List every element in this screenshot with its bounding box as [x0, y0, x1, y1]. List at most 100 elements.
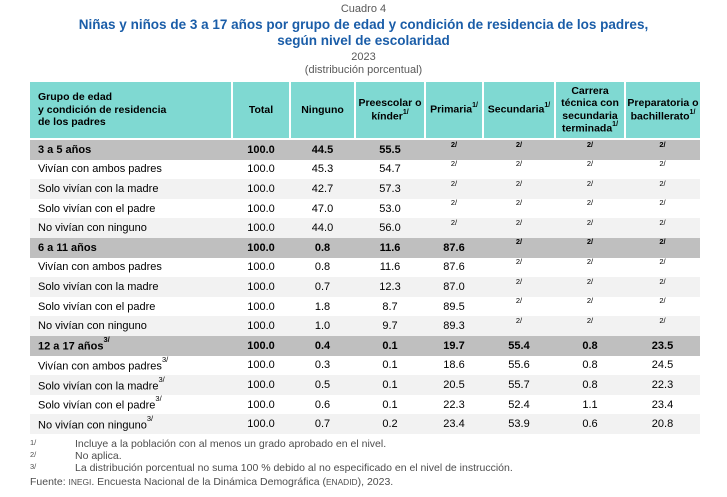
header-row: Grupo de edad y condición de residencia … — [30, 82, 700, 141]
value-cell: 87.0 — [425, 277, 483, 297]
value-cell: 47.0 — [311, 202, 334, 215]
not-applicable-ref: 2/ — [586, 237, 594, 247]
value-cell: 20.5 — [425, 375, 483, 395]
value-cell: 0.8 — [290, 238, 355, 258]
value-cell: 9.7 — [355, 316, 425, 336]
row-label: 6 a 11 años — [30, 238, 232, 258]
column-header: Preescolar o kínder1/ — [355, 82, 426, 141]
source-inegi: INEGI — [68, 476, 92, 487]
value-cell: 0.1 — [382, 398, 398, 411]
value-cell: 2/ — [483, 316, 555, 336]
footnote-ref: 1/ — [402, 108, 409, 116]
not-applicable-ref: 2/ — [586, 257, 594, 267]
value-cell: 2/ — [625, 296, 700, 317]
source-line: Fuente: INEGI. Encuesta Nacional de la D… — [30, 476, 727, 489]
value-cell: 0.7 — [290, 277, 355, 297]
value-cell: 0.1 — [355, 335, 425, 356]
value-cell: 22.3 — [443, 398, 465, 411]
data-row: No vivían con ninguno 100.0 1.0 9.7 89.3 2/2/… — [30, 316, 700, 336]
value-cell: 2/ — [425, 179, 483, 199]
footnote-text: Incluye a la población con al menos un g… — [75, 437, 387, 450]
title-block: Cuadro 4 Niñas y niños de 3 a 17 años po… — [0, 0, 727, 76]
value-cell: 2/ — [555, 257, 625, 278]
column-header: Preparatoria o bachillerato1/ — [625, 82, 700, 141]
value-cell: 2/ — [483, 159, 555, 180]
group-row: 3 a 5 años 100.0 44.5 55.5 2/2/2/2/ — [30, 139, 700, 160]
column-header: Ninguno — [290, 82, 356, 141]
row-label: Solo vivían con la madre — [30, 277, 232, 297]
value-cell: 2/ — [483, 237, 555, 258]
row-label: Vivían con ambos padres — [38, 163, 162, 176]
not-applicable-ref: 2/ — [659, 276, 666, 286]
value-cell: 2/ — [555, 277, 625, 297]
row-label: 12 a 17 años3/ — [30, 335, 232, 356]
footnote: 2/ No aplica. — [30, 450, 727, 462]
not-applicable-ref: 2/ — [515, 217, 523, 227]
not-applicable-ref: 2/ — [586, 296, 594, 306]
not-applicable-ref: 2/ — [515, 198, 523, 208]
value-cell: 100.0 — [232, 375, 290, 395]
value-cell: 2/ — [483, 139, 555, 160]
value-cell: 2/ — [625, 257, 700, 278]
value-cell: 0.1 — [382, 359, 398, 372]
source-tail: ), 2023. — [357, 475, 394, 488]
value-cell: 55.4 — [483, 335, 555, 356]
value-cell: 2/ — [483, 179, 555, 199]
row-label: Vivían con ambos padres3/ — [38, 355, 169, 373]
footnote-ref: 3/ — [155, 394, 162, 404]
source-mid: . Encuesta Nacional de la Dinámica Demog… — [91, 475, 326, 488]
data-row: Solo vivían con la madre 100.0 0.7 12.3 87.0… — [30, 277, 700, 297]
column-header: Grupo de edad y condición de residencia … — [30, 82, 233, 141]
footnotes: 1/ Incluye a la población con al menos u… — [30, 438, 727, 488]
footnote-ref: 3/ — [103, 335, 110, 345]
not-applicable-ref: 2/ — [515, 159, 523, 169]
value-cell: 45.3 — [311, 163, 334, 176]
not-applicable-ref: 2/ — [586, 139, 594, 149]
value-cell: 2/ — [483, 296, 555, 317]
not-applicable-ref: 2/ — [659, 315, 666, 325]
not-applicable-ref: 2/ — [659, 217, 666, 227]
column-header: Total — [232, 82, 291, 141]
footnote-ref: 3/ — [161, 355, 169, 365]
value-cell: 11.6 — [355, 238, 425, 258]
row-label: Solo vivían con la madre — [30, 179, 232, 199]
not-applicable-ref: 2/ — [586, 276, 594, 286]
subtitle: (distribución porcentual) — [304, 64, 423, 77]
data-row: Solo vivían con el padre 100.0 1.8 8.7 89.5 2… — [30, 296, 700, 317]
value-cell: 2/ — [625, 316, 700, 336]
value-cell: 53.0 — [379, 202, 401, 215]
value-cell: 0.2 — [355, 414, 425, 434]
value-cell: 2/ — [555, 218, 625, 238]
value-cell: 54.7 — [379, 163, 401, 176]
row-label: Solo vivían con la madre3/ — [30, 375, 232, 395]
data-row: Solo vivían con la madre3/100.0 0.5 0.1 20.… — [30, 375, 700, 395]
value-cell: 100.0 — [247, 398, 275, 411]
value-cell: 2/ — [555, 237, 625, 258]
value-cell: 87.6 — [425, 238, 483, 258]
data-row: Vivían con ambos padres 100.0 45.3 54.7 2/2/… — [30, 159, 700, 180]
value-cell: 8.7 — [382, 300, 398, 313]
value-cell: 2/ — [555, 198, 625, 219]
data-row: Solo vivían con el padre 100.0 47.0 53.0 2/2… — [30, 198, 700, 219]
data-row: No vivían con ninguno 100.0 44.0 56.0 2/2/2/… — [30, 218, 700, 238]
footnote-ref: 3/ — [158, 374, 165, 384]
value-cell: 0.8 — [555, 375, 625, 395]
footnote-ref: 1/ — [472, 102, 478, 110]
value-cell: 100.0 — [232, 238, 290, 258]
group-row: 6 a 11 años 100.0 0.8 11.6 87.6 2/2/2/ — [30, 237, 700, 258]
table-number: Cuadro 4 — [340, 3, 387, 15]
value-cell: 23.5 — [625, 335, 700, 356]
value-cell: 87.6 — [443, 261, 465, 274]
not-applicable-ref: 2/ — [515, 315, 523, 325]
not-applicable-ref: 2/ — [586, 198, 594, 208]
value-cell: 100.0 — [247, 300, 275, 313]
column-header: Secundaria1/ — [483, 82, 556, 141]
value-cell: 23.4 — [425, 414, 483, 434]
not-applicable-ref: 2/ — [659, 198, 666, 208]
value-cell: 18.6 — [443, 359, 465, 372]
value-cell: 100.0 — [247, 261, 275, 274]
footnote-ref: 3/ — [146, 413, 154, 423]
value-cell: 2/ — [625, 179, 700, 199]
value-cell: 0.7 — [290, 414, 355, 434]
